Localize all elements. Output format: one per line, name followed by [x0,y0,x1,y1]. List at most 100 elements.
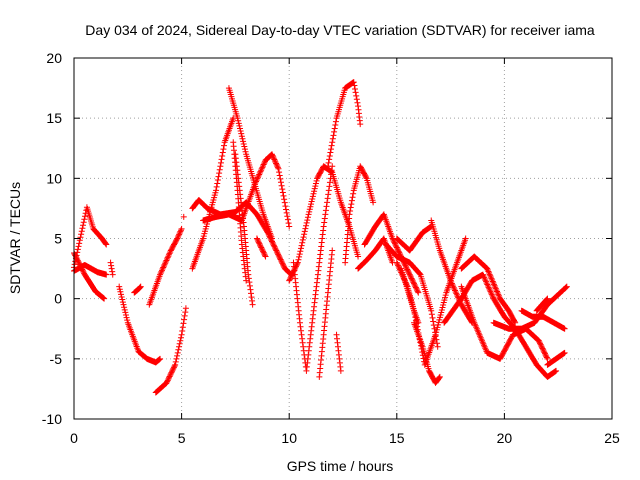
data-point [481,275,488,282]
data-point [136,284,143,291]
data-point [395,262,402,269]
data-point [108,265,115,272]
data-point [285,220,292,227]
data-point [218,156,225,163]
series-sat-09 [180,213,187,220]
data-point [245,271,252,278]
chart-title: Day 034 of 2024, Sidereal Day-to-day VTE… [85,22,595,38]
data-point [245,275,252,282]
data-point [363,174,370,181]
data-point [415,329,422,336]
data-point [415,289,422,296]
data-point [553,367,560,374]
y-tick-label: -5 [50,351,63,367]
data-point [312,180,319,187]
data-point [313,177,320,184]
data-point [326,156,333,163]
data-point [299,335,306,342]
data-point [255,172,262,179]
data-point [157,270,164,277]
data-point [78,231,85,238]
data-point [406,271,413,278]
data-point [410,279,417,286]
data-point [116,283,123,290]
data-point [403,263,410,270]
data-point [321,219,328,226]
data-point [161,261,168,268]
data-point [353,92,360,99]
data-point [540,348,547,355]
data-point [236,122,243,129]
data-point [284,213,291,220]
data-point [278,182,285,189]
data-point [262,253,269,260]
data-point [327,149,334,156]
data-point [283,209,290,216]
data-point [275,251,282,258]
data-point [306,208,313,215]
data-point [324,195,331,202]
data-point [295,256,302,263]
data-point [291,266,298,273]
data-point [268,235,275,242]
data-point [108,262,115,269]
data-point [405,269,412,276]
data-point [260,249,267,256]
data-point [337,367,344,374]
y-tick-label: 15 [46,110,62,126]
data-point [351,85,358,92]
data-point [320,223,327,230]
data-point [404,266,411,273]
data-point [511,318,518,325]
data-point [254,174,261,181]
data-point [563,284,570,291]
data-point [297,245,304,252]
data-point [167,248,174,255]
data-point [489,278,496,285]
data-point [429,314,436,321]
data-point [291,267,298,274]
data-point [79,225,86,232]
data-point [272,159,279,166]
data-point [137,284,144,291]
data-point [332,122,339,129]
data-point [355,253,362,260]
data-point [248,294,255,301]
data-point [347,207,354,214]
data-point [165,251,172,258]
data-point [539,345,546,352]
data-point [414,326,421,333]
data-point [179,324,186,331]
data-point [301,231,308,238]
data-point [286,277,293,284]
data-point [256,240,263,247]
data-point [177,227,184,234]
data-point [260,248,267,255]
data-point [403,265,410,272]
data-point [279,186,286,193]
data-point [411,307,418,314]
data-point [393,243,400,250]
series-sat-29 [393,223,435,254]
data-point [311,185,318,192]
data-point [286,223,293,230]
data-point [78,228,85,235]
data-point [182,305,189,312]
data-point [329,135,336,142]
data-point [164,377,171,384]
data-point [254,236,261,243]
data-point [174,352,181,359]
data-point [353,96,360,103]
data-point [407,272,414,279]
data-point [436,374,443,381]
series-sat-13 [225,85,275,242]
data-point [119,296,126,303]
data-point [171,363,178,370]
data-point [235,117,242,124]
data-point [181,316,188,323]
data-point [453,290,460,297]
data-point [352,89,359,96]
data-point [450,283,457,290]
data-point [166,250,173,257]
data-point [259,164,266,171]
